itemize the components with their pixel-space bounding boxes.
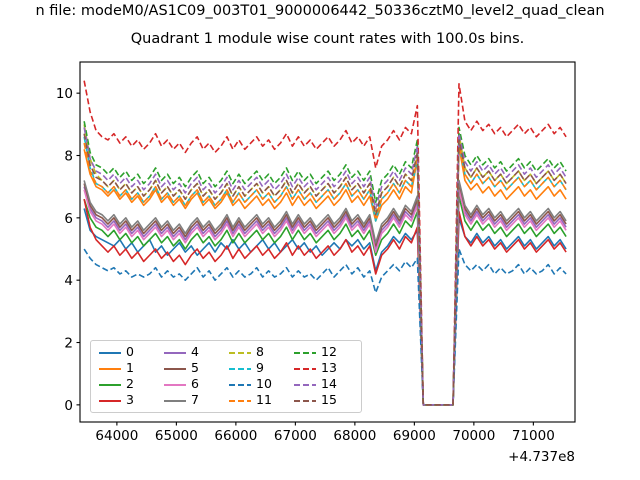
legend-label: 6	[191, 376, 199, 392]
legend-label: 0	[126, 344, 134, 360]
series-line-14	[83, 127, 567, 406]
series-line-4	[83, 185, 567, 406]
legend-label: 5	[191, 360, 199, 376]
series-line-11	[83, 142, 567, 406]
legend-swatch-0	[99, 351, 121, 354]
series-line-13	[83, 80, 567, 406]
x-tick-label: 71000	[512, 428, 555, 444]
legend-swatch-2	[99, 383, 121, 386]
y-tick-label: 8	[64, 149, 73, 165]
legend-swatch-13	[294, 367, 316, 370]
y-tick-label: 6	[64, 211, 73, 227]
legend-label: 2	[126, 376, 134, 392]
legend-label: 13	[321, 360, 337, 376]
legend-label: 9	[256, 360, 264, 376]
legend-item-8[interactable]: 8	[226, 345, 291, 361]
y-tick-label: 0	[64, 398, 73, 414]
legend-label: 11	[256, 392, 272, 408]
axes-spines	[79, 61, 576, 423]
legend-swatch-4	[164, 351, 186, 354]
legend-swatch-6	[164, 383, 186, 386]
x-tick-label: 66000	[214, 428, 257, 444]
legend-item-11[interactable]: 11	[226, 393, 291, 409]
x-tick-label: 69000	[393, 428, 436, 444]
legend-swatch-11	[229, 399, 251, 402]
x-tick-label: 68000	[333, 428, 376, 444]
legend-label: 1	[126, 360, 134, 376]
x-tick-label: 67000	[274, 428, 317, 444]
legend-item-0[interactable]: 0	[96, 345, 161, 361]
legend-label: 12	[321, 344, 337, 360]
legend-item-4[interactable]: 4	[161, 345, 226, 361]
legend-label: 4	[191, 344, 199, 360]
legend-swatch-8	[229, 351, 251, 354]
x-tick-label: 65000	[155, 428, 198, 444]
series-group	[83, 80, 567, 406]
x-tick-label: 70000	[452, 428, 495, 444]
y-tick-label: 10	[56, 86, 73, 102]
legend-item-2[interactable]: 2	[96, 377, 161, 393]
axis-ticks: 64000 65000 66000 67000 68000 69000 70000 71000…	[56, 86, 575, 465]
legend-label: 8	[256, 344, 264, 360]
x-tick-label: 64000	[95, 428, 138, 444]
legend-item-14[interactable]: 14	[291, 377, 356, 393]
series-line-10	[83, 248, 567, 406]
legend-swatch-15	[294, 399, 316, 402]
y-tick-label: 2	[64, 336, 73, 352]
series-line-12	[83, 121, 567, 406]
x-axis-offset-label: +4.737e8	[508, 449, 575, 465]
legend-item-15[interactable]: 15	[291, 393, 356, 409]
legend-item-13[interactable]: 13	[291, 361, 356, 377]
legend-item-10[interactable]: 10	[226, 377, 291, 393]
legend-item-12[interactable]: 12	[291, 345, 356, 361]
legend-grid: 0 4 8 12 1 5 9 13 2 6 10 14 3 7 11 15	[96, 345, 356, 408]
series-line-6	[83, 188, 567, 406]
series-line-0	[83, 208, 567, 406]
legend-item-7[interactable]: 7	[161, 393, 226, 409]
series-line-2	[83, 195, 567, 406]
legend-item-6[interactable]: 6	[161, 377, 226, 393]
legend-label: 7	[191, 392, 199, 408]
legend-label: 14	[321, 376, 337, 392]
legend-item-1[interactable]: 1	[96, 361, 161, 377]
legend-item-9[interactable]: 9	[226, 361, 291, 377]
legend-item-5[interactable]: 5	[161, 361, 226, 377]
page-title: Quadrant 1 module wise count rates with …	[130, 31, 525, 47]
legend-swatch-1	[99, 367, 121, 370]
figure-suptitle: n file: modeM0/AS1C09_003T01_9000006442_…	[0, 3, 640, 19]
legend-swatch-12	[294, 351, 316, 354]
legend-swatch-5	[164, 367, 186, 370]
legend-swatch-10	[229, 383, 251, 386]
y-tick-label: 4	[64, 273, 73, 289]
legend-swatch-3	[99, 399, 121, 402]
chart-legend: 0 4 8 12 1 5 9 13 2 6 10 14 3 7 11 15	[90, 340, 362, 413]
series-line-1	[83, 145, 567, 406]
series-line-7	[83, 179, 567, 406]
legend-label: 15	[321, 392, 337, 408]
legend-label: 3	[126, 392, 134, 408]
legend-item-3[interactable]: 3	[96, 393, 161, 409]
legend-swatch-9	[229, 367, 251, 370]
series-line-5	[83, 182, 567, 406]
series-line-15	[83, 133, 567, 406]
legend-label: 10	[256, 376, 272, 392]
legend-swatch-14	[294, 383, 316, 386]
legend-swatch-7	[164, 399, 186, 402]
figure-suptitle-text: n file: modeM0/AS1C09_003T01_9000006442_…	[35, 3, 605, 19]
series-line-3	[83, 198, 567, 406]
